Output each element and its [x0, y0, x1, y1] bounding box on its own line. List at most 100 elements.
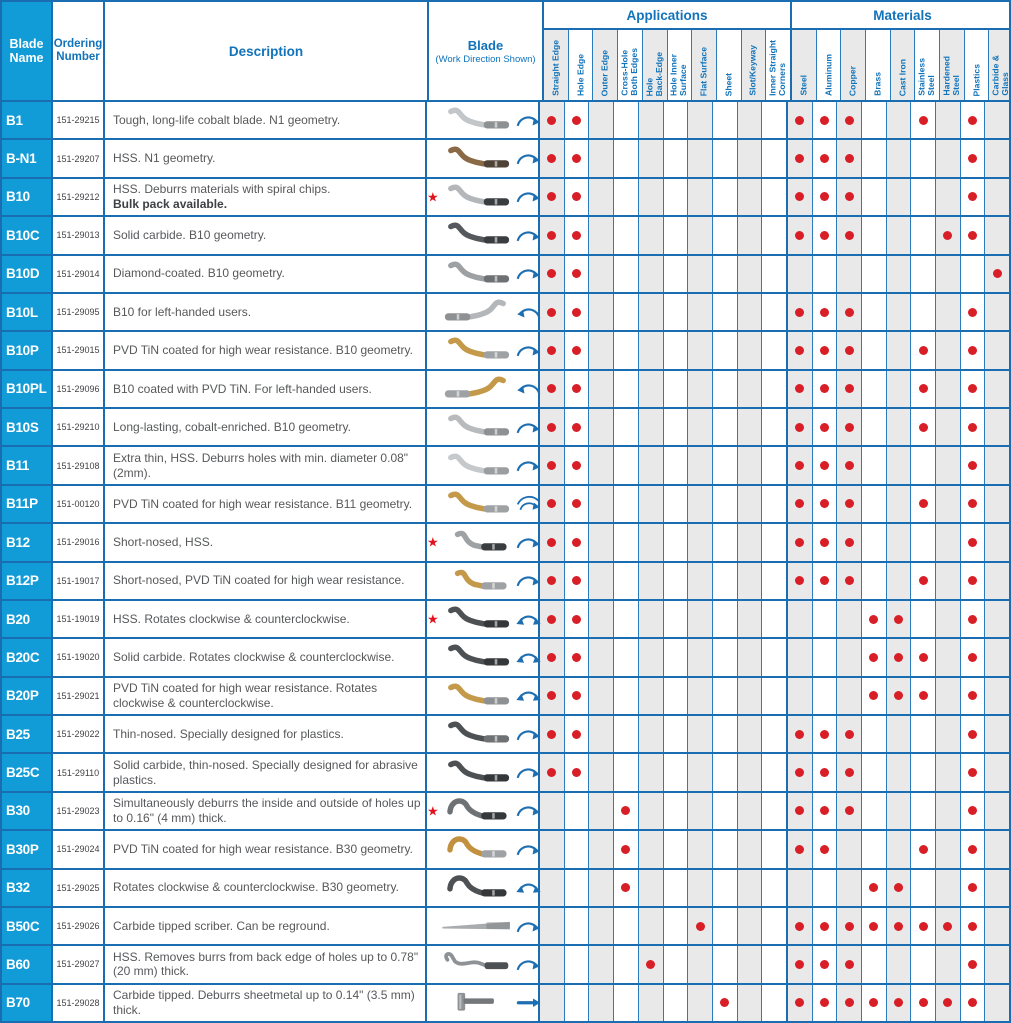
- materials-cells: [788, 447, 1009, 484]
- application-column-header-label: Hole Back-Edge: [644, 51, 664, 96]
- blade-image-icon: [439, 144, 515, 174]
- material-cell: [813, 831, 838, 868]
- applications-cells: [540, 293, 788, 331]
- application-cell: [664, 869, 689, 906]
- material-dot: [869, 998, 879, 1008]
- application-cell: [762, 371, 786, 407]
- application-cell: [614, 600, 639, 638]
- material-cell: [911, 447, 937, 484]
- material-dot: [844, 576, 854, 586]
- application-cell: [762, 601, 786, 637]
- description-text: Solid carbide. Rotates clockwise & count…: [113, 650, 395, 665]
- material-dot: [795, 537, 805, 547]
- material-cell: [788, 178, 813, 216]
- application-cell: [614, 946, 639, 983]
- application-cell: [737, 639, 763, 676]
- material-cell: [862, 409, 887, 446]
- application-cell: [589, 370, 615, 407]
- table-row: B11 151-29108 Extra thin, HSS. Deburrs hol…: [2, 447, 1009, 486]
- materials-header-group: Materials Steel Aluminum Copper Brass Cast I…: [792, 2, 1009, 100]
- application-dot: [547, 537, 557, 547]
- material-dot: [968, 844, 978, 854]
- application-cell: [737, 255, 763, 292]
- material-cell: [862, 600, 887, 638]
- description-cell: Solid carbide. B10 geometry.: [105, 217, 427, 254]
- material-cell: [911, 792, 937, 830]
- application-cell: [688, 217, 713, 254]
- description-text: HSS. N1 geometry.: [113, 151, 216, 166]
- material-cell: [936, 792, 961, 830]
- application-cell: [614, 677, 639, 714]
- material-column-header: Plastics: [965, 30, 990, 100]
- application-cell: [589, 447, 615, 484]
- application-cell: [565, 792, 590, 830]
- work-direction-arrow-icon: [515, 379, 542, 398]
- blade-name-cell: B30P: [2, 831, 53, 868]
- application-cell: [540, 716, 565, 753]
- material-dot: [844, 537, 854, 547]
- material-dot: [844, 921, 854, 931]
- table-header: Blade Name Ordering Number Description B…: [2, 2, 1009, 102]
- application-cell: [589, 677, 615, 714]
- description-cell: PVD TiN coated for high wear resistance.…: [105, 677, 427, 714]
- material-cell: [985, 716, 1009, 753]
- material-cell: [862, 754, 887, 791]
- blade-image-icon: [439, 758, 515, 788]
- material-dot: [820, 844, 829, 854]
- application-cell: [713, 178, 738, 216]
- material-column-header-label: Cast Iron: [896, 58, 907, 96]
- description-cell: Tough, long-life cobalt blade. N1 geomet…: [105, 102, 427, 139]
- application-cell: [737, 332, 763, 369]
- description-text: Short-nosed, PVD TiN coated for high wea…: [113, 573, 405, 588]
- application-cell: [762, 102, 786, 138]
- application-cell: [540, 140, 565, 177]
- material-cell: [886, 178, 912, 216]
- blade-image-icon: [439, 220, 515, 250]
- material-dot: [968, 192, 978, 202]
- blade-name-cell: B60: [2, 946, 53, 983]
- application-cell: [565, 754, 590, 791]
- materials-cells: [788, 984, 1009, 1021]
- materials-cells: [788, 716, 1009, 753]
- blade-name-cell: B10: [2, 178, 53, 216]
- material-dot: [820, 192, 829, 202]
- application-cell: [540, 293, 565, 331]
- application-cell: [589, 409, 615, 446]
- material-cell: [788, 946, 813, 983]
- table-row: B20C 151-19020 Solid carbide. Rotates cloc…: [2, 639, 1009, 678]
- material-dot: [844, 307, 854, 317]
- ordering-number-cell: 151-29028: [53, 984, 105, 1021]
- description-cell: Long-lasting, cobalt-enriched. B10 geome…: [105, 409, 427, 446]
- material-cell: [788, 907, 813, 945]
- application-dot: [547, 576, 557, 586]
- material-cell: [911, 984, 937, 1021]
- application-column-header-label: Flat Surface: [698, 46, 709, 96]
- materials-cells: [788, 370, 1009, 407]
- material-dot: [820, 537, 829, 547]
- star-icon: ★: [427, 803, 439, 819]
- application-cell: [713, 217, 738, 254]
- material-dot: [918, 499, 928, 509]
- application-cell: [565, 102, 590, 139]
- material-cell: [837, 217, 863, 254]
- material-dot: [894, 691, 904, 701]
- application-column-header-label: Straight Edge: [550, 40, 561, 96]
- application-cell: [614, 332, 639, 369]
- material-cell: [837, 140, 863, 177]
- application-cell: [713, 869, 738, 906]
- star-icon: ★: [427, 189, 439, 205]
- description-text: Diamond-coated. B10 geometry.: [113, 266, 285, 281]
- application-cell: [713, 332, 738, 369]
- material-cell: [985, 600, 1009, 638]
- application-dot: [547, 115, 557, 125]
- description-cell: PVD TiN coated for high wear resistance.…: [105, 332, 427, 369]
- material-cell: [886, 754, 912, 791]
- blade-image-icon: [439, 489, 515, 519]
- application-cell: [614, 178, 639, 216]
- material-column-header-label: Steel: [798, 75, 809, 96]
- application-cell: [762, 140, 786, 176]
- materials-cells: [788, 831, 1009, 868]
- material-dot: [844, 230, 854, 240]
- material-column-header: Aluminum: [817, 30, 842, 100]
- material-column-header: Carbide & Glass: [989, 30, 1009, 100]
